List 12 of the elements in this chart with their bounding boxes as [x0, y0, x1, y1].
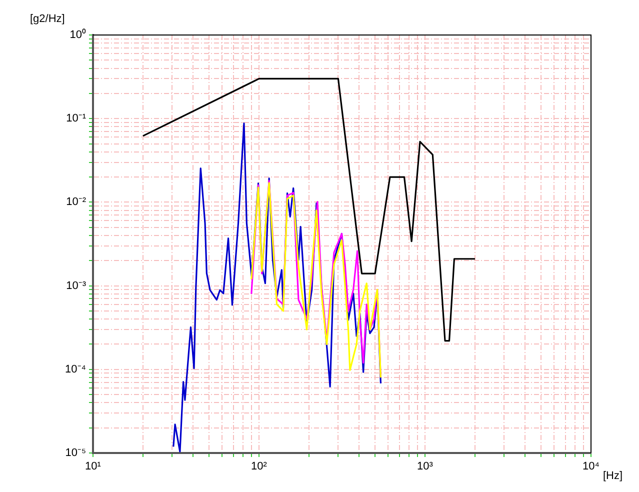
x-tick-label: 10¹: [85, 460, 102, 473]
y-axis-title: [g2/Hz]: [30, 13, 65, 25]
y-tick-label: 10⁻²: [66, 196, 86, 208]
x-tick-label: 10²: [251, 460, 268, 473]
x-tick-label: 10³: [417, 460, 434, 473]
y-tick-label: 10⁰: [70, 28, 86, 42]
y-tick-label: 10⁻⁴: [65, 363, 86, 376]
x-tick-label: 10⁴: [582, 460, 600, 473]
y-tick-label: 10⁻¹: [66, 112, 86, 125]
x-axis-title: [Hz]: [603, 470, 623, 482]
y-tick-label: 10⁻³: [66, 280, 86, 292]
y-tick-label: 10⁻⁵: [65, 447, 86, 460]
